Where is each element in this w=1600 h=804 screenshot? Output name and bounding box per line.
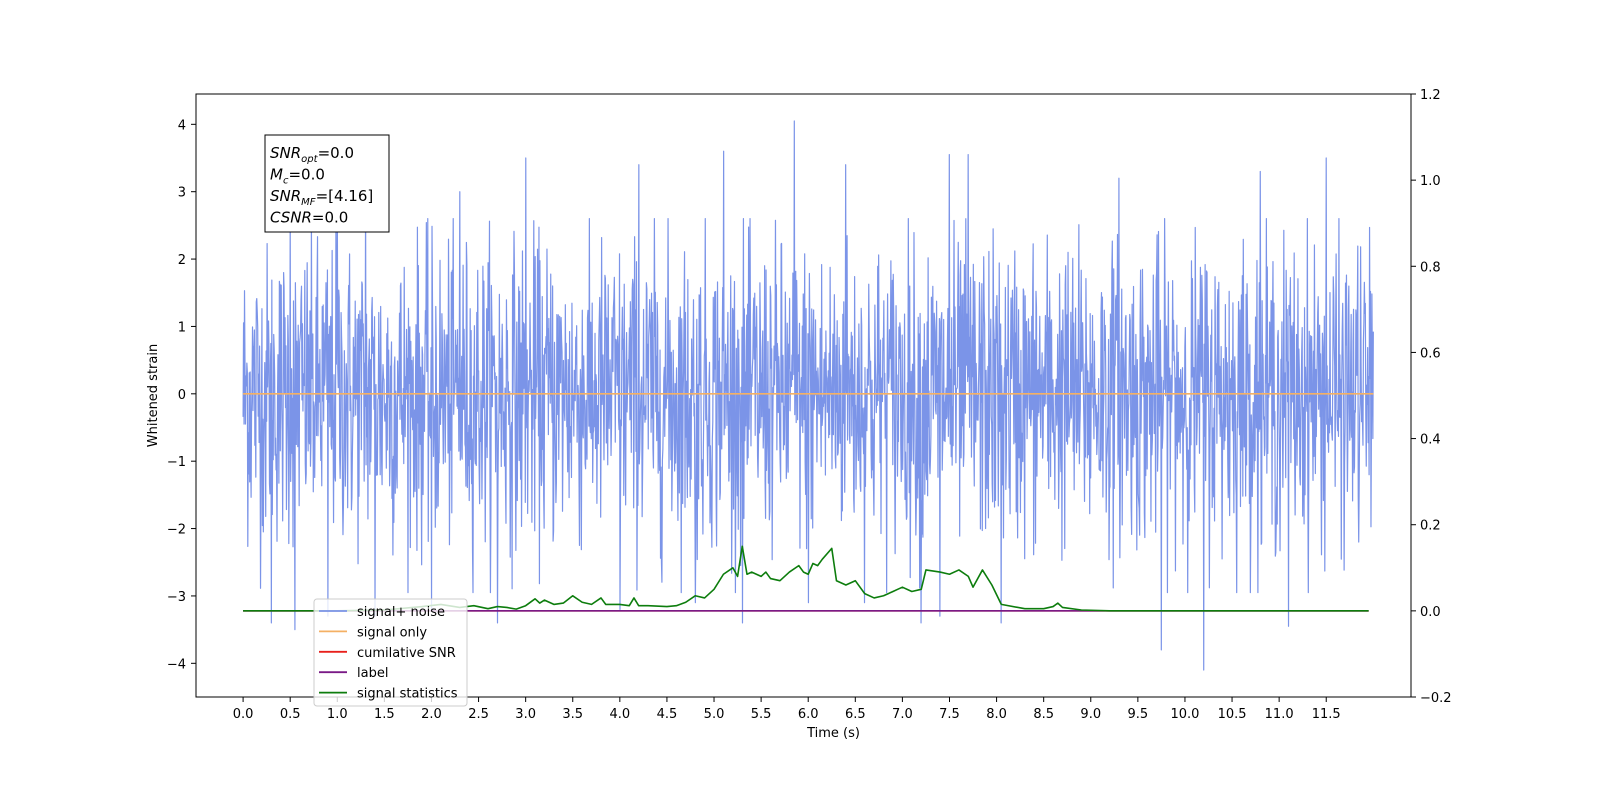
x-tick-label: 11.5 <box>1312 707 1341 722</box>
info-mc-value: =0.0 <box>288 166 324 184</box>
plot-area <box>242 120 1374 671</box>
y-axis-left: −4 −3 −2 −1 0 1 2 3 4 <box>167 118 196 672</box>
x-axis: 0.0 0.5 1.0 1.5 2.0 2.5 3.0 3.5 4.0 4.5 5.0 5.5 6.0 6… <box>233 697 1341 722</box>
y-left-tick-label: 2 <box>178 253 186 268</box>
info-csnr-value: =0.0 <box>312 209 348 227</box>
x-tick-label: 9.0 <box>1080 707 1101 722</box>
legend: signal+ noise signal only cumilative SNR la… <box>313 598 468 707</box>
info-mc-base: M <box>270 166 283 184</box>
x-tick-label: 10.0 <box>1170 707 1199 722</box>
x-tick-label: 4.5 <box>657 707 678 722</box>
plot-frame <box>195 93 1412 698</box>
x-tick-label: 8.5 <box>1033 707 1054 722</box>
info-snr-opt-value: =0.0 <box>318 144 354 162</box>
y-left-tick-label: 3 <box>178 186 186 201</box>
x-tick-label: 6.5 <box>845 707 866 722</box>
info-snr-mf-value: =[4.16] <box>316 187 374 205</box>
info-snr-mf-base: SNR <box>270 187 301 205</box>
x-tick-label: 0.0 <box>233 707 254 722</box>
x-tick-label: 7.5 <box>939 707 960 722</box>
info-mc: Mc=0.0 <box>270 166 325 187</box>
y-right-tick-label: −0.2 <box>1420 691 1452 706</box>
x-tick-label: 5.5 <box>751 707 772 722</box>
x-tick-label: 2.0 <box>421 707 442 722</box>
y-right-tick-label: 1.2 <box>1420 88 1441 103</box>
y-axis-right: −0.2 0.0 0.2 0.4 0.6 0.8 1.0 1.2 <box>1411 88 1452 706</box>
x-tick-label: 7.0 <box>892 707 913 722</box>
y-right-tick-label: 0.8 <box>1420 260 1441 275</box>
info-mc-sub: c <box>283 176 289 187</box>
x-tick-label: 6.0 <box>798 707 819 722</box>
y-left-tick-label: −3 <box>167 590 186 605</box>
y-axis-label: Whitened strain <box>146 344 161 447</box>
y-left-tick-label: 4 <box>178 118 186 133</box>
info-snr-opt-base: SNR <box>270 144 301 162</box>
y-right-tick-label: 0.2 <box>1420 519 1441 534</box>
x-tick-label: 1.0 <box>327 707 348 722</box>
x-tick-label: 5.0 <box>704 707 725 722</box>
series-line-signal-noise <box>242 120 1374 671</box>
x-tick-label: 3.5 <box>562 707 583 722</box>
x-tick-label: 11.0 <box>1265 707 1294 722</box>
x-tick-label: 10.5 <box>1218 707 1247 722</box>
info-csnr: CSNR=0.0 <box>270 209 348 227</box>
y-left-tick-label: −4 <box>167 657 186 672</box>
legend-label: signal statistics <box>357 687 458 702</box>
y-right-tick-label: 0.0 <box>1420 605 1441 620</box>
legend-frame <box>313 598 468 707</box>
x-tick-label: 9.5 <box>1128 707 1149 722</box>
info-snr-opt-sub: opt <box>301 154 318 165</box>
y-left-tick-label: 0 <box>178 388 186 403</box>
x-tick-label: 1.5 <box>374 707 395 722</box>
y-left-tick-label: 1 <box>178 320 186 335</box>
legend-label: label <box>357 666 388 681</box>
legend-label: cumilative SNR <box>357 646 456 661</box>
y-right-tick-label: 0.4 <box>1420 433 1441 448</box>
y-left-tick-label: −1 <box>167 455 186 470</box>
legend-label: signal+ noise <box>357 605 445 620</box>
info-snr-mf-sub: MF <box>301 197 316 208</box>
series-line-signal-statistics <box>243 545 1369 612</box>
info-box: SNRopt=0.0 Mc=0.0 SNRMF=[4.16] CSNR=0.0 <box>264 134 390 233</box>
x-tick-label: 2.5 <box>468 707 489 722</box>
info-box-frame <box>264 134 390 233</box>
legend-label: signal only <box>357 625 427 640</box>
x-tick-label: 0.5 <box>280 707 301 722</box>
x-tick-label: 3.0 <box>515 707 536 722</box>
info-snr-mf: SNRMF=[4.16] <box>270 187 373 208</box>
x-tick-label: 4.0 <box>609 707 630 722</box>
y-right-tick-label: 1.0 <box>1420 174 1441 189</box>
info-snr-opt: SNRopt=0.0 <box>270 144 354 165</box>
info-csnr-base: CSNR <box>270 209 312 227</box>
y-left-tick-label: −2 <box>167 523 186 538</box>
x-tick-label: 8.0 <box>986 707 1007 722</box>
y-right-tick-label: 0.6 <box>1420 346 1441 361</box>
x-axis-label: Time (s) <box>806 726 860 741</box>
